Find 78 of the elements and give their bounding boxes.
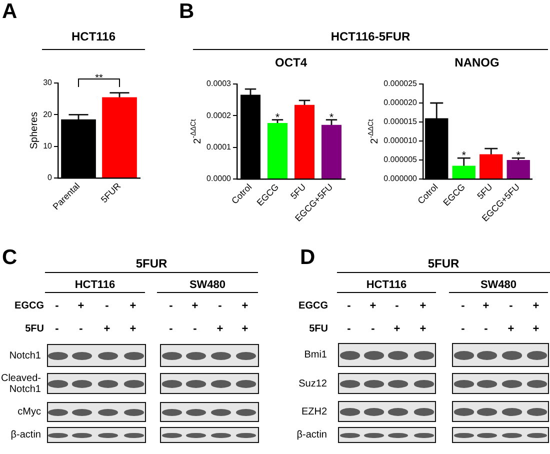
text: - — [169, 322, 173, 336]
text: + — [242, 322, 248, 336]
text: cMyc — [18, 406, 41, 418]
text: - — [509, 300, 513, 312]
annotation: * — [462, 150, 467, 162]
text: - — [484, 322, 488, 336]
text: + — [78, 300, 84, 312]
text: 5FUR — [428, 256, 460, 271]
text: Suz12 — [298, 378, 327, 390]
text: D — [300, 246, 316, 270]
text: - — [193, 322, 197, 336]
chart-subtitle: NANOG — [454, 55, 500, 70]
text: + — [482, 300, 490, 312]
y-tick-label: 0.0001 — [206, 142, 232, 152]
text: - — [461, 300, 465, 312]
text: - — [371, 322, 375, 336]
text: - — [347, 300, 351, 312]
text: HCT116-5FUR — [330, 29, 410, 44]
text: - — [347, 322, 351, 336]
chart-subtitle: OCT4 — [274, 55, 308, 70]
y-tick-label: 0.000005 — [384, 155, 418, 164]
text: Bmi1 — [304, 349, 327, 361]
text: Cleaved-Notch1 — [0, 372, 41, 395]
text: + — [420, 322, 426, 336]
text: - — [218, 300, 222, 312]
text: A — [2, 0, 18, 24]
y-tick-label: 0.000020 — [384, 98, 418, 108]
text: + — [532, 322, 540, 336]
text: + — [192, 300, 198, 312]
text: + — [370, 300, 376, 312]
text: 5FU — [309, 323, 328, 335]
text: + — [508, 322, 514, 336]
text: + — [242, 300, 248, 312]
y-tick-label: 0.000010 — [384, 136, 418, 146]
text: EGCG — [298, 300, 328, 312]
text: SW480 — [480, 278, 517, 292]
text: SW480 — [189, 278, 226, 292]
chart-title: HCT116 — [71, 29, 116, 44]
text: HCT116 — [74, 278, 116, 292]
text: + — [104, 322, 110, 336]
y-tick-label: 0.000000 — [384, 174, 418, 184]
text: - — [55, 322, 59, 336]
text: 5FU — [25, 323, 44, 335]
y-tick-label: 0.0000 — [206, 174, 232, 184]
annotation: * — [329, 112, 334, 124]
y-tick-label: 0.0003 — [206, 79, 232, 88]
text: - — [105, 300, 109, 312]
text: + — [420, 300, 426, 312]
text: + — [130, 300, 136, 312]
text: β-actin — [296, 429, 327, 441]
text: - — [169, 300, 173, 312]
text: HCT116 — [366, 278, 407, 292]
text: EGCG — [14, 300, 44, 312]
text: 5FUR — [136, 256, 168, 271]
text: - — [461, 322, 465, 336]
y-tick-label: 0.000015 — [384, 117, 418, 126]
annotation: * — [275, 112, 280, 124]
text: + — [394, 322, 400, 336]
y-tick-label: 0.000025 — [384, 79, 418, 88]
y-tick-label: 20 — [43, 110, 53, 119]
text: + — [216, 322, 224, 336]
y-axis-title: Spheres — [28, 112, 40, 150]
text: + — [532, 300, 540, 312]
text: - — [55, 300, 59, 312]
annotation: * — [516, 150, 522, 162]
text: - — [79, 322, 83, 336]
y-tick-label: 10 — [43, 142, 53, 151]
y-tick-label: 0.0002 — [206, 110, 232, 120]
y-tick-label: 30 — [43, 78, 53, 88]
annotation: ** — [95, 73, 103, 84]
text: + — [130, 322, 136, 336]
text: β-actin — [10, 429, 41, 441]
text: Notch1 — [9, 350, 41, 362]
text: EZH2 — [301, 406, 327, 418]
text: - — [395, 300, 399, 312]
text: C — [2, 246, 18, 270]
y-tick-label: 0 — [48, 173, 53, 182]
text: B — [179, 0, 194, 24]
